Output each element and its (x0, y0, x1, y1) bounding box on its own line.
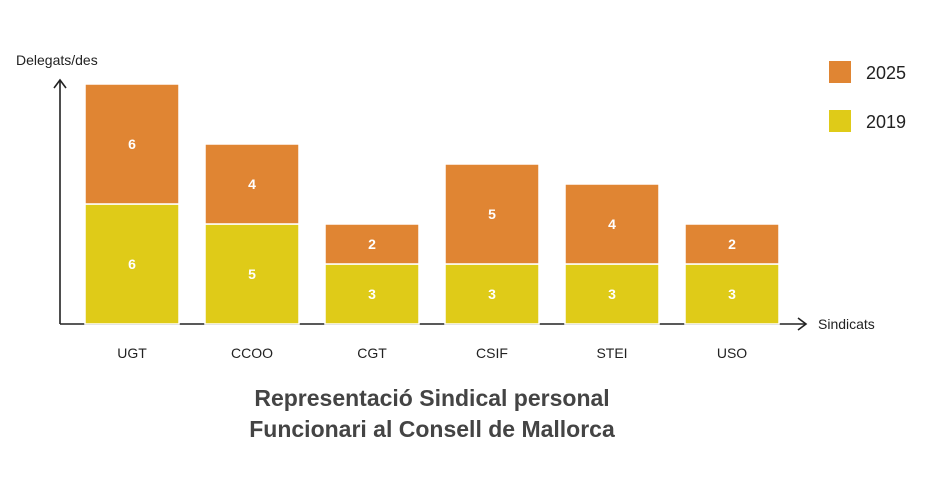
x-tick-label: UGT (117, 345, 147, 361)
x-tick-label: USO (717, 345, 747, 361)
bar-stei-2025 (564, 183, 660, 265)
legend-swatch-2019 (829, 110, 851, 132)
chart-title-line-2: Funcionari al Consell de Mallorca (249, 416, 615, 442)
bar-cgt-2019 (324, 263, 420, 325)
bar-value-label: 5 (488, 206, 496, 222)
y-axis-title: Delegats/des (16, 52, 98, 68)
bar-value-label: 3 (728, 286, 736, 302)
x-axis (60, 317, 808, 331)
bar-uso-2025 (684, 223, 780, 265)
bar-value-label: 6 (128, 256, 136, 272)
x-tick-label: CSIF (476, 345, 508, 361)
bar-cgt-2025 (324, 223, 420, 265)
bar-ugt-2025 (84, 83, 180, 205)
legend: 2025 2019 (829, 61, 906, 132)
bar-uso-2019 (684, 263, 780, 325)
x-tick-label: STEI (596, 345, 627, 361)
bar-ugt-2019 (84, 203, 180, 325)
x-tick-labels: UGT CCOO CGT CSIF STEI USO (117, 345, 747, 361)
bar-csif-2019 (444, 263, 540, 325)
legend-label-2019: 2019 (866, 112, 906, 132)
x-tick-label: CCOO (231, 345, 273, 361)
y-axis (53, 78, 67, 324)
bar-value-label: 3 (368, 286, 376, 302)
bars-group: 6 6 5 4 3 2 3 5 3 4 3 2 (84, 83, 780, 325)
x-tick-label: CGT (357, 345, 387, 361)
bar-value-label: 4 (248, 176, 256, 192)
chart-title-line-1: Representació Sindical personal (254, 385, 609, 411)
legend-label-2025: 2025 (866, 63, 906, 83)
x-axis-title: Sindicats (818, 316, 875, 332)
bar-stei-2019 (564, 263, 660, 325)
bar-ccoo-2025 (204, 143, 300, 225)
bar-value-label: 2 (368, 236, 376, 252)
bar-value-label: 4 (608, 216, 616, 232)
bar-value-label: 3 (488, 286, 496, 302)
bar-csif-2025 (444, 163, 540, 265)
legend-swatch-2025 (829, 61, 851, 83)
bar-value-label: 6 (128, 136, 136, 152)
bar-value-label: 3 (608, 286, 616, 302)
bar-value-label: 2 (728, 236, 736, 252)
bar-value-label: 5 (248, 266, 256, 282)
bar-ccoo-2019 (204, 223, 300, 325)
